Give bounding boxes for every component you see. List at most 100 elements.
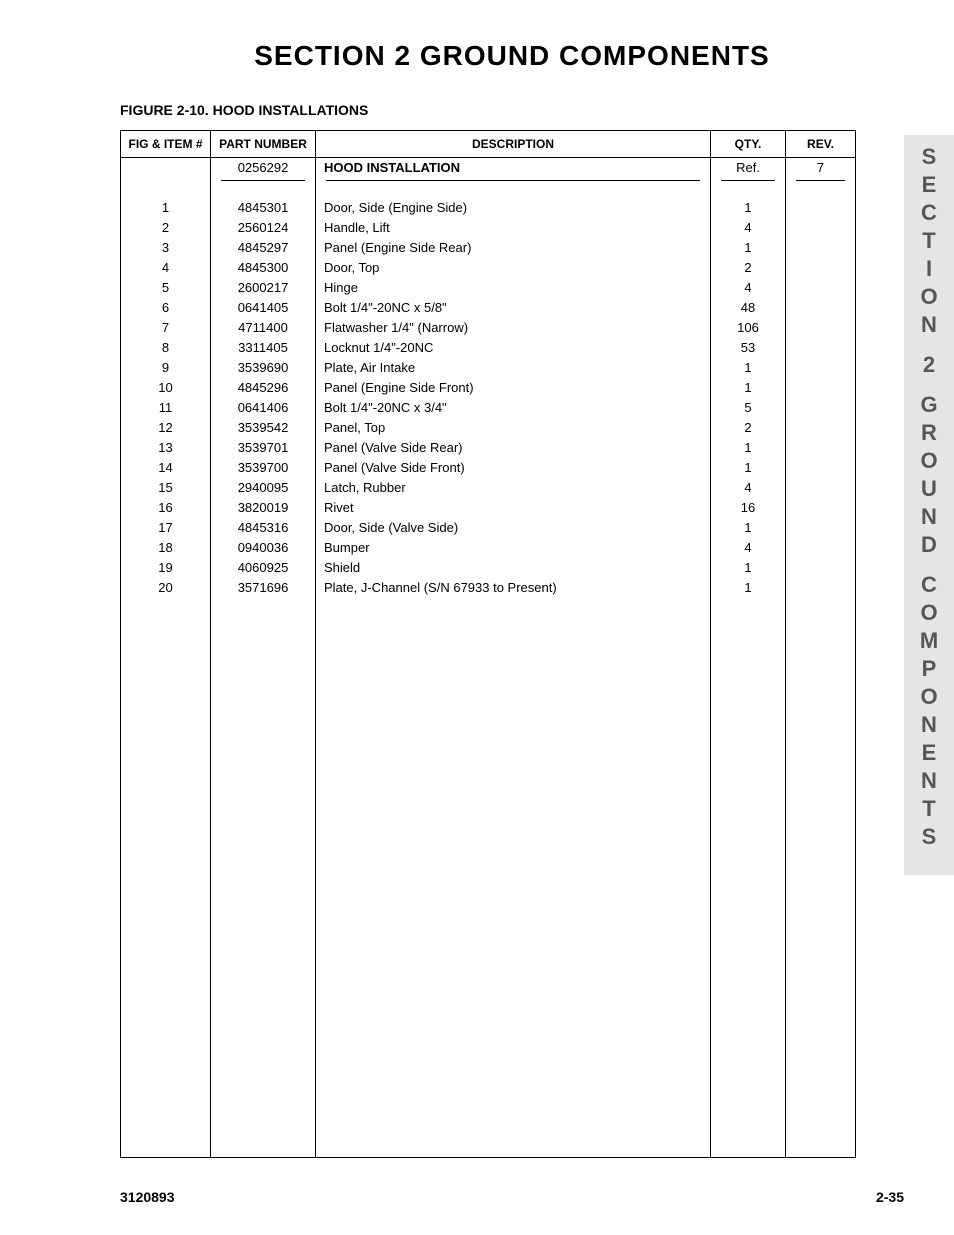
cell: 3820019 [211, 498, 316, 518]
cell: 1 [121, 198, 211, 218]
table-row: 143539700Panel (Valve Side Front)1 [121, 458, 856, 478]
table-row: 152940095Latch, Rubber4 [121, 478, 856, 498]
side-tab-letter: N [921, 711, 937, 739]
cell: 3 [121, 238, 211, 258]
cell: 1 [711, 378, 786, 398]
col-header-desc: DESCRIPTION [316, 131, 711, 158]
cell [786, 518, 856, 538]
table-row: 14845301Door, Side (Engine Side)1 [121, 198, 856, 218]
page-root: SECTION 2 GROUND COMPONENTS FIGURE 2-10.… [0, 0, 954, 1235]
col-header-part: PART NUMBER [211, 131, 316, 158]
cell: 4 [711, 218, 786, 238]
cell: 4711400 [211, 318, 316, 338]
cell: 4 [121, 258, 211, 278]
cell: 4845300 [211, 258, 316, 278]
side-tab-letter: C [921, 571, 937, 599]
col-header-fig: FIG & ITEM # [121, 131, 211, 158]
side-tab-letter: N [921, 311, 937, 339]
cell: 3539690 [211, 358, 316, 378]
cell: 1 [711, 558, 786, 578]
cell: 2600217 [211, 278, 316, 298]
cell [786, 438, 856, 458]
cell: 1 [711, 458, 786, 478]
cell [786, 398, 856, 418]
cell: 5 [711, 398, 786, 418]
cell: 10 [121, 378, 211, 398]
figure-title: FIGURE 2-10. HOOD INSTALLATIONS [120, 102, 904, 118]
cell: Door, Side (Engine Side) [316, 198, 711, 218]
cell-rev: 7 [786, 158, 856, 178]
cell: 0641405 [211, 298, 316, 318]
table-row: 194060925Shield1 [121, 558, 856, 578]
assembly-underline [121, 178, 856, 198]
side-tab-letter: M [920, 627, 938, 655]
cell: 5 [121, 278, 211, 298]
assembly-row: 0256292 HOOD INSTALLATION Ref. 7 [121, 158, 856, 178]
cell: 20 [121, 578, 211, 598]
cell: 13 [121, 438, 211, 458]
table-row: 34845297Panel (Engine Side Rear)1 [121, 238, 856, 258]
side-tab-letter: E [922, 171, 937, 199]
col-header-rev: REV. [786, 131, 856, 158]
cell: 16 [711, 498, 786, 518]
cell: 6 [121, 298, 211, 318]
cell: 3539701 [211, 438, 316, 458]
side-tab-letter: O [920, 683, 937, 711]
cell: 17 [121, 518, 211, 538]
cell: 4845296 [211, 378, 316, 398]
cell-part: 0256292 [211, 158, 316, 178]
cell: Bumper [316, 538, 711, 558]
cell [786, 318, 856, 338]
col-header-qty: QTY. [711, 131, 786, 158]
cell [786, 378, 856, 398]
cell [786, 458, 856, 478]
table-row: 22560124Handle, Lift4 [121, 218, 856, 238]
cell: 1 [711, 198, 786, 218]
side-tab-letter: R [921, 419, 937, 447]
cell: 18 [121, 538, 211, 558]
cell: 3311405 [211, 338, 316, 358]
cell: 9 [121, 358, 211, 378]
parts-table-body: 0256292 HOOD INSTALLATION Ref. 7 1484530… [121, 158, 856, 1158]
cell [786, 498, 856, 518]
cell: 4845297 [211, 238, 316, 258]
cell: Panel (Valve Side Front) [316, 458, 711, 478]
cell: 0940036 [211, 538, 316, 558]
page-footer: 3120893 2-35 [120, 1189, 904, 1205]
table-row: 174845316Door, Side (Valve Side)1 [121, 518, 856, 538]
cell: Hinge [316, 278, 711, 298]
section-title: SECTION 2 GROUND COMPONENTS [120, 40, 904, 72]
side-tab-letter: T [922, 227, 935, 255]
cell: 14 [121, 458, 211, 478]
cell: 3571696 [211, 578, 316, 598]
side-tab-letter: G [920, 391, 937, 419]
doc-number: 3120893 [120, 1189, 175, 1205]
cell: 16 [121, 498, 211, 518]
cell: 7 [121, 318, 211, 338]
cell: Plate, J-Channel (S/N 67933 to Present) [316, 578, 711, 598]
cell [786, 418, 856, 438]
table-row: 123539542Panel, Top2 [121, 418, 856, 438]
cell: 1 [711, 578, 786, 598]
table-row: 83311405Locknut 1/4"-20NC53 [121, 338, 856, 358]
side-tab-letter: N [921, 767, 937, 795]
side-tab-letter: P [922, 655, 937, 683]
cell: 4 [711, 278, 786, 298]
table-row: 180940036Bumper4 [121, 538, 856, 558]
cell: Bolt 1/4"-20NC x 5/8" [316, 298, 711, 318]
side-tab: SECTION2GROUNDCOMPONENTS [904, 135, 954, 875]
side-tab-letter: I [926, 255, 932, 283]
side-tab-letter: U [921, 475, 937, 503]
cell [786, 298, 856, 318]
cell [786, 238, 856, 258]
table-row: 60641405Bolt 1/4"-20NC x 5/8"48 [121, 298, 856, 318]
cell: 4845301 [211, 198, 316, 218]
table-row: 44845300Door, Top2 [121, 258, 856, 278]
cell-fig [121, 158, 211, 178]
side-tab-letter: E [922, 739, 937, 767]
cell: Rivet [316, 498, 711, 518]
cell: 4 [711, 538, 786, 558]
table-row: 133539701Panel (Valve Side Rear)1 [121, 438, 856, 458]
cell: 1 [711, 358, 786, 378]
cell: 4 [711, 478, 786, 498]
